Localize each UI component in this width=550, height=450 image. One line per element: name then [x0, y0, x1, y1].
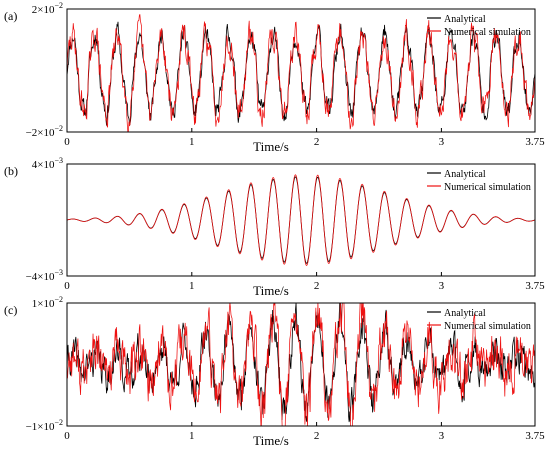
series-line-numerical-simulation	[67, 303, 535, 426]
x-tick-label: 1	[189, 280, 195, 292]
x-tick-label: 3.75	[525, 280, 545, 292]
x-tick-label: 2	[314, 280, 320, 292]
panel-b: 0 1 2 3 3.75 Time/s 4×10−3 −4×10−3 (b) Analytical…	[4, 156, 545, 298]
series-line-numerical-simulation	[67, 174, 535, 266]
legend-entry: Analytical	[444, 308, 486, 319]
x-tick-label: 3.75	[525, 136, 545, 148]
y-tick-label: 2×10−2	[32, 1, 63, 16]
x-tick-label: 3	[439, 136, 445, 148]
panel-label: (a)	[4, 9, 17, 23]
series-line-numerical-simulation	[67, 14, 535, 132]
y-tick-label: 4×10−3	[32, 156, 63, 171]
x-axis-label: Time/s	[253, 139, 289, 154]
x-tick-label: 0	[64, 136, 70, 148]
legend-entry: Analytical	[444, 14, 486, 25]
x-tick-label: 1	[189, 136, 195, 148]
y-tick-label: −2×10−2	[26, 124, 63, 139]
panel-label: (b)	[4, 164, 18, 178]
legend: Analytical Numerical simulation	[427, 14, 531, 38]
legend: Analytical Numerical simulation	[427, 169, 531, 193]
x-tick-label: 3.75	[525, 430, 545, 442]
x-tick-label: 0	[64, 280, 70, 292]
x-tick-label: 3	[439, 430, 445, 442]
x-tick-label: 2	[314, 430, 320, 442]
legend-entry: Analytical	[444, 169, 486, 180]
legend-entry: Numerical simulation	[444, 321, 531, 332]
y-tick-label: 1×10−2	[32, 295, 63, 310]
panel-a: 0 1 2 3 3.75 Time/s 2×10−2 −2×10−2 (a) Analytical…	[4, 1, 545, 154]
y-tick-label: −1×10−2	[26, 418, 63, 433]
x-tick-label: 2	[314, 136, 320, 148]
legend: Analytical Numerical simulation	[427, 308, 531, 332]
plot-frame	[66, 8, 536, 133]
y-tick-label: −4×10−3	[26, 268, 63, 283]
x-tick-label: 0	[64, 430, 70, 442]
plot-frame	[66, 302, 536, 427]
panel-label: (c)	[4, 303, 17, 317]
x-tick-label: 1	[189, 430, 195, 442]
panel-c: 0 1 2 3 3.75 Time/s 1×10−2 −1×10−2 (c) Analytical…	[4, 295, 545, 448]
legend-entry: Numerical simulation	[444, 182, 531, 193]
x-tick-label: 3	[439, 280, 445, 292]
plot-frame	[66, 163, 536, 277]
x-axis-label: Time/s	[253, 433, 289, 448]
legend-entry: Numerical simulation	[444, 27, 531, 38]
x-axis-label: Time/s	[253, 283, 289, 298]
